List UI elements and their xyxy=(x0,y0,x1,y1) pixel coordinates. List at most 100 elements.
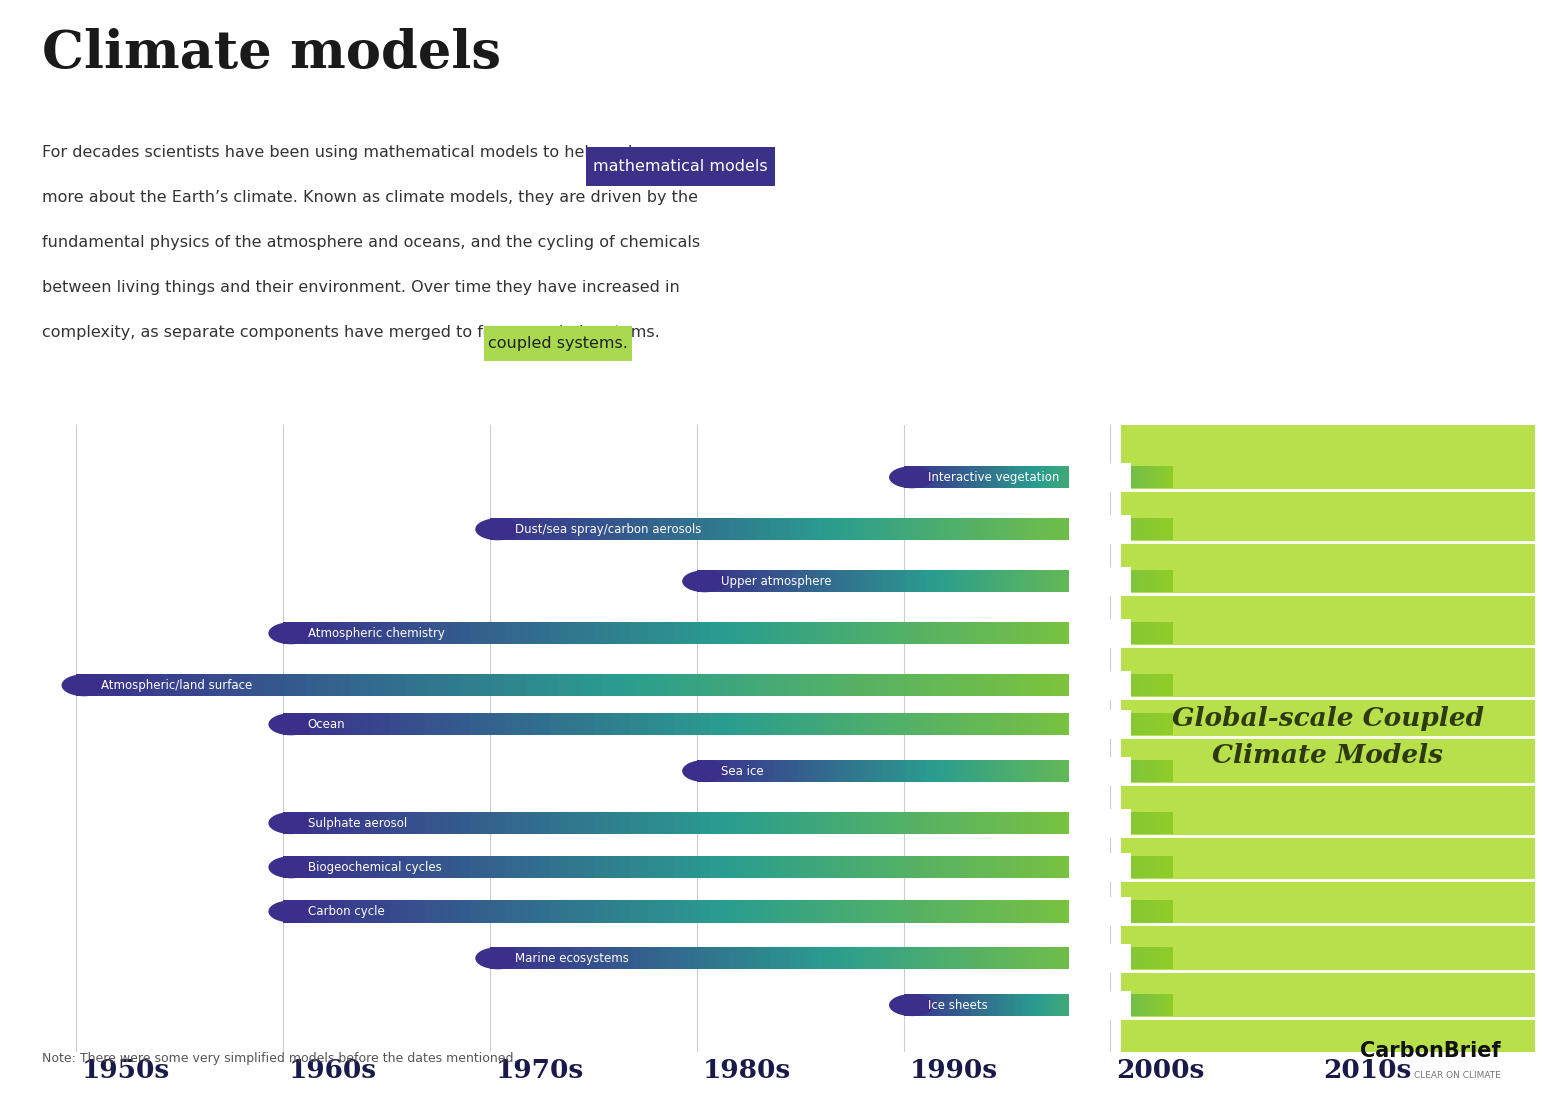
Bar xyxy=(119,674,132,696)
Bar xyxy=(989,518,997,540)
Bar xyxy=(862,856,871,878)
Bar xyxy=(1124,994,1128,1016)
Bar xyxy=(636,674,648,696)
Bar xyxy=(629,713,640,735)
Bar xyxy=(727,856,738,878)
Bar xyxy=(1170,994,1173,1016)
Bar xyxy=(722,947,730,969)
Bar xyxy=(1080,994,1085,1016)
Bar xyxy=(612,622,622,645)
Bar xyxy=(925,760,932,782)
Bar xyxy=(1093,812,1102,834)
Bar xyxy=(952,467,956,488)
Bar xyxy=(914,994,918,1016)
Bar xyxy=(772,901,783,922)
Bar xyxy=(1035,518,1043,540)
Bar xyxy=(1121,760,1125,782)
Bar xyxy=(626,947,634,969)
Bar xyxy=(1031,812,1040,834)
Bar xyxy=(1065,467,1068,488)
Bar xyxy=(493,674,505,696)
Bar xyxy=(808,812,818,834)
Bar xyxy=(530,947,538,969)
Bar xyxy=(896,571,902,592)
Bar xyxy=(798,812,809,834)
Bar xyxy=(978,571,983,592)
Bar xyxy=(922,467,925,488)
Bar xyxy=(1068,760,1074,782)
Bar xyxy=(1128,856,1138,878)
Bar xyxy=(949,571,955,592)
Bar xyxy=(453,713,462,735)
Bar xyxy=(1149,994,1152,1016)
Bar xyxy=(944,467,947,488)
Bar xyxy=(515,622,524,645)
Bar xyxy=(887,571,893,592)
Bar xyxy=(1001,571,1008,592)
Bar xyxy=(291,812,302,834)
Bar xyxy=(868,760,874,782)
Bar xyxy=(1057,812,1066,834)
Bar xyxy=(1070,809,1132,837)
Bar xyxy=(1077,571,1083,592)
Bar xyxy=(825,571,831,592)
Bar xyxy=(1083,467,1088,488)
Bar xyxy=(592,947,600,969)
Bar xyxy=(1057,713,1066,735)
Bar xyxy=(282,901,293,922)
Bar xyxy=(1156,467,1159,488)
Text: between living things and their environment. Over time they have increased in: between living things and their environm… xyxy=(42,280,679,294)
Bar xyxy=(811,674,823,696)
Bar xyxy=(777,947,784,969)
Bar xyxy=(353,713,364,735)
Bar xyxy=(862,713,871,735)
Bar xyxy=(1138,518,1145,540)
Bar xyxy=(434,713,443,735)
Bar xyxy=(927,947,935,969)
Bar xyxy=(1063,518,1071,540)
Bar xyxy=(905,856,916,878)
Bar xyxy=(381,812,391,834)
Text: 2010s: 2010s xyxy=(1324,1059,1412,1083)
Bar xyxy=(845,571,849,592)
Text: Sulphate aerosol: Sulphate aerosol xyxy=(308,817,408,829)
Bar xyxy=(797,760,803,782)
Bar xyxy=(907,947,914,969)
Bar xyxy=(781,812,790,834)
Bar xyxy=(1161,467,1166,488)
Bar xyxy=(408,622,417,645)
Bar xyxy=(522,622,533,645)
Bar xyxy=(739,760,746,782)
Bar xyxy=(496,713,507,735)
Bar xyxy=(1070,518,1077,540)
Bar xyxy=(657,674,670,696)
Bar xyxy=(1048,856,1057,878)
Ellipse shape xyxy=(476,518,521,540)
Bar xyxy=(1153,760,1159,782)
Bar xyxy=(1015,571,1021,592)
Bar xyxy=(394,674,406,696)
Bar xyxy=(749,571,755,592)
Bar xyxy=(1162,760,1169,782)
Bar xyxy=(612,812,622,834)
Bar xyxy=(719,901,728,922)
Bar xyxy=(1091,760,1097,782)
Bar xyxy=(1021,812,1031,834)
Bar xyxy=(389,856,400,878)
Bar xyxy=(792,760,798,782)
Bar xyxy=(930,467,935,488)
Bar xyxy=(905,901,916,922)
Bar xyxy=(1001,947,1009,969)
Bar xyxy=(708,518,716,540)
Bar xyxy=(778,674,790,696)
Bar xyxy=(1031,713,1040,735)
Bar xyxy=(983,571,987,592)
Bar xyxy=(707,571,711,592)
Bar xyxy=(660,947,668,969)
Bar xyxy=(620,947,628,969)
Bar xyxy=(291,622,302,645)
Bar xyxy=(1145,713,1156,735)
Bar xyxy=(1119,901,1128,922)
Bar xyxy=(899,674,910,696)
Bar xyxy=(928,994,932,1016)
